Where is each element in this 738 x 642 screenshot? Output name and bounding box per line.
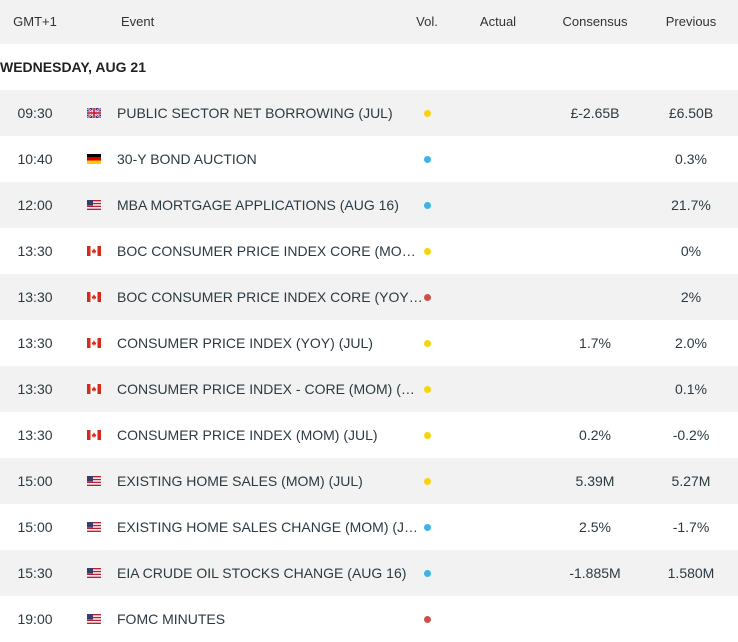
event-name: MBA MORTGAGE APPLICATIONS (AUG 16) [117, 197, 399, 213]
flag [87, 154, 101, 164]
event-row: 13:30 CONSUMER PRICE INDEX - CORE (MOM) (… [0, 366, 738, 412]
event-row: 12:00 MBA MORTGAGE APPLICATIONS (AUG 16) 2… [0, 182, 738, 228]
event-row: 19:00 FOMC MINUTES [0, 596, 738, 642]
col-event: Event [121, 14, 155, 29]
time: 13:30 [17, 381, 53, 397]
consensus: £-2.65B [570, 105, 620, 121]
previous: 0% [680, 243, 702, 259]
time: 10:40 [17, 151, 53, 167]
flag [87, 614, 101, 624]
consensus: 2.5% [579, 519, 611, 535]
flag [87, 292, 101, 302]
event-name: FOMC MINUTES [117, 611, 226, 627]
event-name: EXISTING HOME SALES CHANGE (MOM) (J… [117, 519, 419, 535]
event-row: 10:40 30-Y BOND AUCTION 0.3% [0, 136, 738, 182]
previous: £6.50B [668, 105, 714, 121]
col-consensus: Consensus [562, 14, 628, 29]
flag [87, 200, 101, 210]
event-row: 13:30 CONSUMER PRICE INDEX (MOM) (JUL) 0.2… [0, 412, 738, 458]
consensus: 5.39M [575, 473, 615, 489]
time: 13:30 [17, 427, 53, 443]
volatility-dot [424, 616, 431, 623]
flag [87, 246, 101, 256]
volatility-dot [424, 570, 431, 577]
volatility-dot [424, 478, 431, 485]
time: 13:30 [17, 335, 53, 351]
volatility-dot [424, 524, 431, 531]
volatility-dot [424, 432, 431, 439]
event-name: PUBLIC SECTOR NET BORROWING (JUL) [117, 105, 393, 121]
event-name: 30-Y BOND AUCTION [117, 151, 257, 167]
time: 15:00 [17, 519, 53, 535]
event-name: EIA CRUDE OIL STOCKS CHANGE (AUG 16) [117, 565, 407, 581]
previous: -0.2% [672, 427, 710, 443]
volatility-dot [424, 340, 431, 347]
flag [87, 522, 101, 532]
event-name: CONSUMER PRICE INDEX (MOM) (JUL) [117, 427, 378, 443]
time: 15:30 [17, 565, 53, 581]
volatility-dot [424, 386, 431, 393]
flag [87, 384, 101, 394]
event-row: 13:30 BOC CONSUMER PRICE INDEX CORE (MO… 0… [0, 228, 738, 274]
flag [87, 338, 101, 348]
previous: 0.1% [675, 381, 707, 397]
time: 19:00 [17, 611, 53, 627]
event-row: 13:30 CONSUMER PRICE INDEX (YOY) (JUL) 1.7… [0, 320, 738, 366]
previous: 21.7% [671, 197, 711, 213]
time: 15:00 [17, 473, 53, 489]
flag [87, 108, 101, 118]
event-row: 15:30 EIA CRUDE OIL STOCKS CHANGE (AUG 16… [0, 550, 738, 596]
event-name: BOC CONSUMER PRICE INDEX CORE (YOY… [117, 289, 423, 305]
event-row: 13:30 BOC CONSUMER PRICE INDEX CORE (YOY…… [0, 274, 738, 320]
header: GMT+1 Event Vol. Actual Consensus Previo… [0, 0, 738, 44]
volatility-dot [424, 156, 431, 163]
consensus: 1.7% [579, 335, 611, 351]
col-previous: Previous [665, 14, 717, 29]
consensus: -1.885M [569, 565, 621, 581]
time: 13:30 [17, 243, 53, 259]
event-row: 15:00 EXISTING HOME SALES CHANGE (MOM) (J… [0, 504, 738, 550]
flag [87, 476, 101, 486]
flag [87, 568, 101, 578]
event-name: CONSUMER PRICE INDEX (YOY) (JUL) [117, 335, 373, 351]
date-heading: WEDNESDAY, AUG 21 [0, 59, 147, 75]
event-row: 09:30 PUBLIC SECTOR NET BORROWING (JUL) £-… [0, 90, 738, 136]
previous: 5.27M [671, 473, 711, 489]
event-name: CONSUMER PRICE INDEX - CORE (MOM) (… [117, 381, 415, 397]
previous: 2% [680, 289, 702, 305]
event-name: EXISTING HOME SALES (MOM) (JUL) [117, 473, 363, 489]
event-row: 15:00 EXISTING HOME SALES (MOM) (JUL) 5.39… [0, 458, 738, 504]
time: 09:30 [17, 105, 53, 121]
flag [87, 430, 101, 440]
volatility-dot [424, 294, 431, 301]
previous: 2.0% [675, 335, 707, 351]
event-name: BOC CONSUMER PRICE INDEX CORE (MO… [117, 243, 416, 259]
previous: 0.3% [675, 151, 707, 167]
consensus: 0.2% [579, 427, 611, 443]
time: 12:00 [17, 197, 53, 213]
volatility-dot [424, 202, 431, 209]
col-vol: Vol. [416, 14, 438, 29]
volatility-dot [424, 110, 431, 117]
col-actual: Actual [479, 14, 517, 29]
previous: 1.580M [667, 565, 715, 581]
previous: -1.7% [672, 519, 710, 535]
volatility-dot [424, 248, 431, 255]
time: 13:30 [17, 289, 53, 305]
col-time: GMT+1 [13, 14, 57, 29]
